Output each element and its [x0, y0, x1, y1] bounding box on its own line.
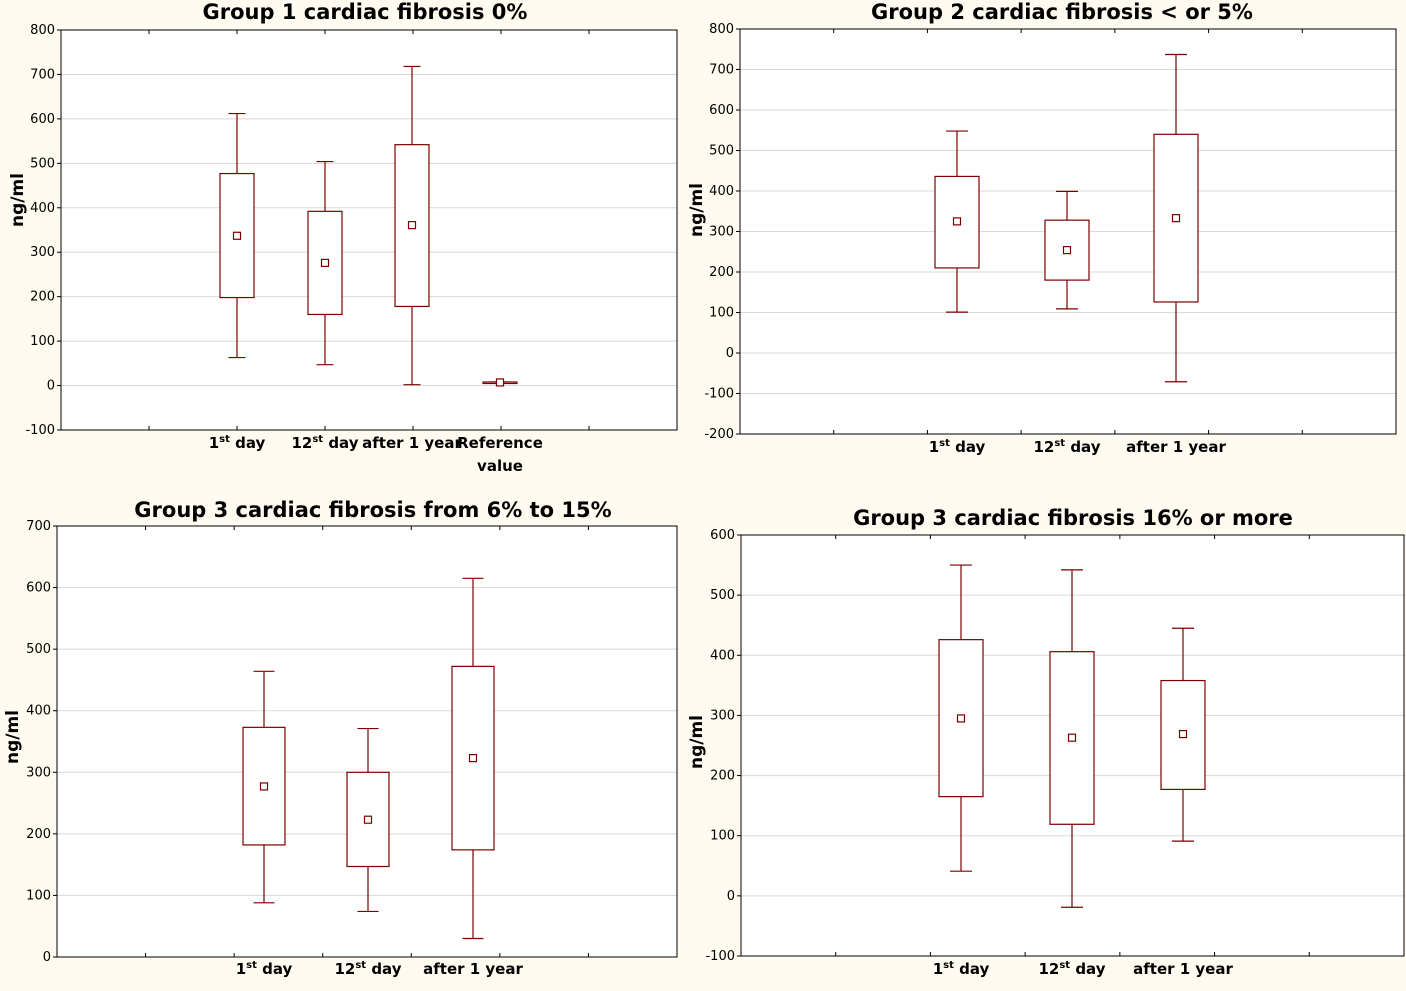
mean-marker: [1171, 214, 1181, 223]
y-axis-label: ng/ml: [687, 715, 707, 769]
plot-frame: [739, 28, 1397, 435]
y-tick-label: 300: [709, 225, 734, 240]
box-2: [346, 727, 390, 913]
y-tick-label: 0: [43, 950, 51, 965]
chart-title: Group 3 cardiac fibrosis 16% or more: [853, 506, 1293, 530]
chart-panel-2: -200 -100 0 100 200 300 400 500 600 700 800 1st day…: [687, 0, 1397, 456]
y-tick-label: 100: [30, 334, 55, 349]
y-tick-label: 300: [30, 245, 55, 260]
x-category-label: 12st day: [334, 960, 401, 978]
box-3: [1160, 627, 1206, 842]
plot-frame: [740, 534, 1405, 957]
x-category-label: Reference: [457, 434, 543, 452]
y-tick-label: 200: [709, 265, 734, 280]
box-1: [219, 112, 255, 359]
y-tick-label: 700: [26, 519, 51, 534]
mean-marker: [259, 782, 269, 791]
y-tick-label: 500: [710, 588, 735, 603]
box-3: [1153, 53, 1199, 383]
y-tick-label: 100: [710, 829, 735, 844]
box-3: [394, 65, 430, 386]
mean-marker: [468, 754, 478, 763]
mean-marker: [495, 378, 505, 387]
y-tick-label: 100: [26, 888, 51, 903]
mean-marker: [232, 231, 242, 240]
y-tick-label: 200: [30, 290, 55, 305]
y-tick-label: -200: [704, 427, 734, 442]
y-axis-label: ng/ml: [3, 710, 23, 764]
y-tick-label: 500: [26, 642, 51, 657]
x-category-label: 1st day: [933, 960, 990, 978]
y-tick-label: 300: [710, 708, 735, 723]
mean-marker: [1062, 246, 1072, 255]
x-category-label: value: [477, 457, 523, 475]
box-1: [938, 564, 984, 872]
chart-panel-3: 0 100 200 300 400 500 600 700 1st day 12st day aft…: [3, 498, 678, 978]
chart-title: Group 3 cardiac fibrosis from 6% to 15%: [134, 498, 611, 522]
plot-area: [57, 526, 677, 957]
box-2: [1049, 569, 1095, 908]
x-category-label: 1st day: [236, 960, 293, 978]
mean-marker: [363, 815, 373, 824]
y-tick-label: 300: [26, 765, 51, 780]
mean-marker: [407, 221, 417, 230]
plot-frame: [56, 525, 678, 958]
y-tick-label: 0: [727, 889, 735, 904]
y-tick-label: 400: [26, 704, 51, 719]
mean-marker: [952, 217, 962, 226]
y-tick-label: -100: [704, 387, 734, 402]
y-tick-label: 800: [30, 23, 55, 38]
x-category-label: after 1 year: [1126, 438, 1226, 456]
mean-marker: [1178, 729, 1188, 739]
y-tick-label: 700: [709, 63, 734, 78]
plot-frame: [60, 29, 678, 431]
chart-title: Group 1 cardiac fibrosis 0%: [203, 0, 528, 24]
box-4: [482, 378, 518, 387]
box-1: [242, 670, 286, 904]
chart-panel-4: -100 0 100 200 300 400 500 600 1st day 12st day af…: [687, 506, 1405, 978]
y-tick-label: 600: [710, 528, 735, 543]
y-tick-label: 700: [30, 67, 55, 82]
chart-title: Group 2 cardiac fibrosis < or 5%: [871, 0, 1253, 24]
box-2: [1044, 190, 1090, 310]
y-tick-label: 400: [709, 184, 734, 199]
x-category-label: after 1 year: [423, 960, 523, 978]
y-tick-label: 200: [26, 827, 51, 842]
y-tick-label: 400: [30, 201, 55, 216]
box-2: [307, 160, 343, 366]
mean-marker: [956, 714, 966, 723]
plot-area: [61, 30, 677, 430]
x-category-label: 12st day: [1038, 960, 1105, 978]
y-tick-label: -100: [25, 423, 55, 438]
mean-marker: [1067, 733, 1077, 742]
x-category-label: 1st day: [209, 434, 266, 452]
y-tick-label: 500: [709, 144, 734, 159]
box-1: [934, 130, 980, 313]
x-category-label: after 1 year: [362, 434, 462, 452]
y-tick-label: 600: [30, 112, 55, 127]
box-3: [451, 577, 495, 940]
y-tick-label: -100: [705, 949, 735, 964]
y-axis-label: ng/ml: [8, 173, 28, 227]
y-tick-label: 500: [30, 156, 55, 171]
mean-marker: [320, 258, 330, 267]
x-category-label: 1st day: [929, 438, 986, 456]
x-category-label: 12st day: [291, 434, 358, 452]
y-tick-label: 400: [710, 648, 735, 663]
x-category-label: 12st day: [1033, 438, 1100, 456]
y-tick-label: 800: [709, 22, 734, 37]
y-tick-label: 600: [26, 581, 51, 596]
x-category-label: after 1 year: [1133, 960, 1233, 978]
y-axis-label: ng/ml: [687, 183, 707, 237]
y-tick-label: 100: [709, 306, 734, 321]
y-tick-label: 0: [726, 346, 734, 361]
chart-panel-1: -100 0 100 200 300 400 500 600 700 800 1st day 12st…: [8, 0, 678, 475]
y-tick-label: 0: [47, 379, 55, 394]
y-tick-label: 200: [710, 769, 735, 784]
y-tick-label: 600: [709, 103, 734, 118]
